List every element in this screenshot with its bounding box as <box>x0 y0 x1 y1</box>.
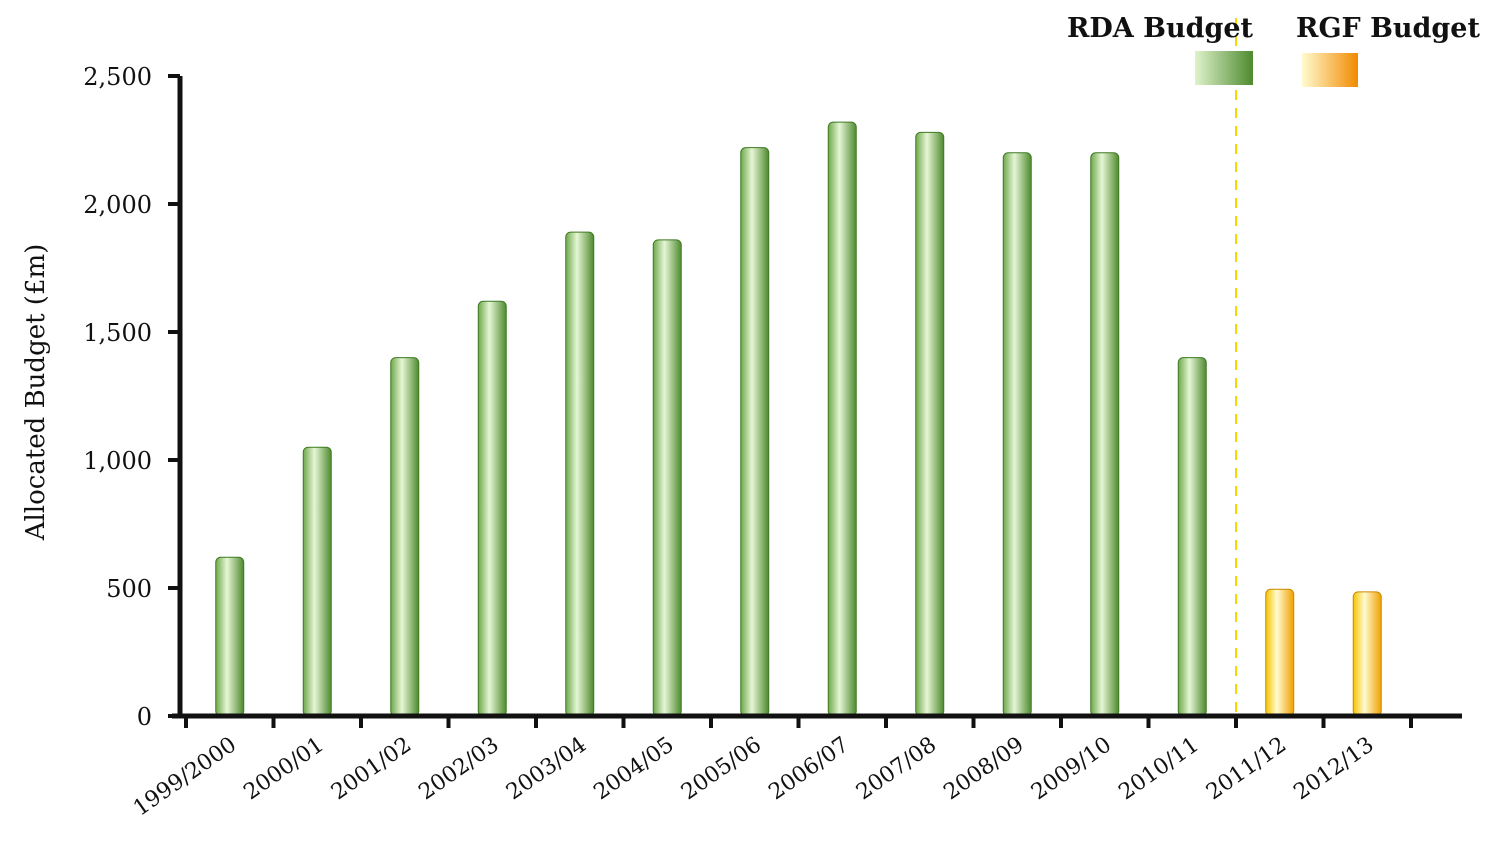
y-tick-label: 1,000 <box>83 447 152 475</box>
x-tick-label: 2006/07 <box>764 732 853 805</box>
bar-rda-2001-02 <box>390 357 420 717</box>
bar-rda-1999-2000 <box>215 556 245 717</box>
bar-rda-2010-11 <box>1177 357 1207 717</box>
x-tick-label: 2000/01 <box>239 732 328 805</box>
legend-label-rda: RDA Budget <box>1067 13 1254 44</box>
x-tick-label: 2007/08 <box>852 732 941 805</box>
legend-swatch-rgf <box>1302 53 1358 87</box>
bar-rda-2004-05 <box>652 239 682 717</box>
bars <box>215 121 1382 717</box>
legend-swatch-rda <box>1195 51 1253 85</box>
legend: RDA Budget RGF Budget <box>1067 13 1480 87</box>
x-tick-label: 2010/11 <box>1114 732 1203 805</box>
bar-rgf-2012-13 <box>1352 591 1382 717</box>
bar-rda-2005-06 <box>740 147 770 717</box>
y-tick-label: 2,000 <box>83 191 152 219</box>
y-tick-label: 2,500 <box>83 63 152 91</box>
y-tick-label: 1,500 <box>83 319 152 347</box>
x-tick-label: 2002/03 <box>414 732 503 805</box>
x-tick-label: 2008/09 <box>939 732 1028 805</box>
x-tick-label: 2011/12 <box>1202 732 1291 805</box>
bar-rgf-2011-12 <box>1265 588 1295 717</box>
bar-rda-2007-08 <box>915 131 945 717</box>
bar-rda-2002-03 <box>477 300 507 717</box>
x-tick-label: 2003/04 <box>502 732 591 805</box>
x-tick-label: 2004/05 <box>589 732 678 805</box>
legend-item-rgf: RGF Budget <box>1296 13 1480 87</box>
y-axis-ticks: 0 500 1,000 1,500 2,000 2,500 <box>83 63 180 731</box>
y-tick-label: 500 <box>106 575 152 603</box>
x-tick-label: 2001/02 <box>327 732 416 805</box>
legend-item-rda: RDA Budget <box>1067 13 1254 85</box>
bar-rda-2000-01 <box>302 446 332 717</box>
y-axis-label: Allocated Budget (£m) <box>21 244 51 542</box>
y-tick-label: 0 <box>137 703 152 731</box>
x-tick-label: 2012/13 <box>1289 732 1378 805</box>
x-tick-label: 2009/10 <box>1027 732 1116 805</box>
x-axis-ticks: 1999/20002000/012001/022002/032003/04200… <box>129 716 1413 821</box>
legend-label-rgf: RGF Budget <box>1296 13 1480 44</box>
bar-rda-2009-10 <box>1090 152 1120 717</box>
x-tick-label: 1999/2000 <box>129 732 241 821</box>
bar-rda-2006-07 <box>827 121 857 717</box>
x-tick-label: 2005/06 <box>677 732 766 805</box>
bar-rda-2003-04 <box>565 231 595 717</box>
bar-rda-2008-09 <box>1002 152 1032 717</box>
